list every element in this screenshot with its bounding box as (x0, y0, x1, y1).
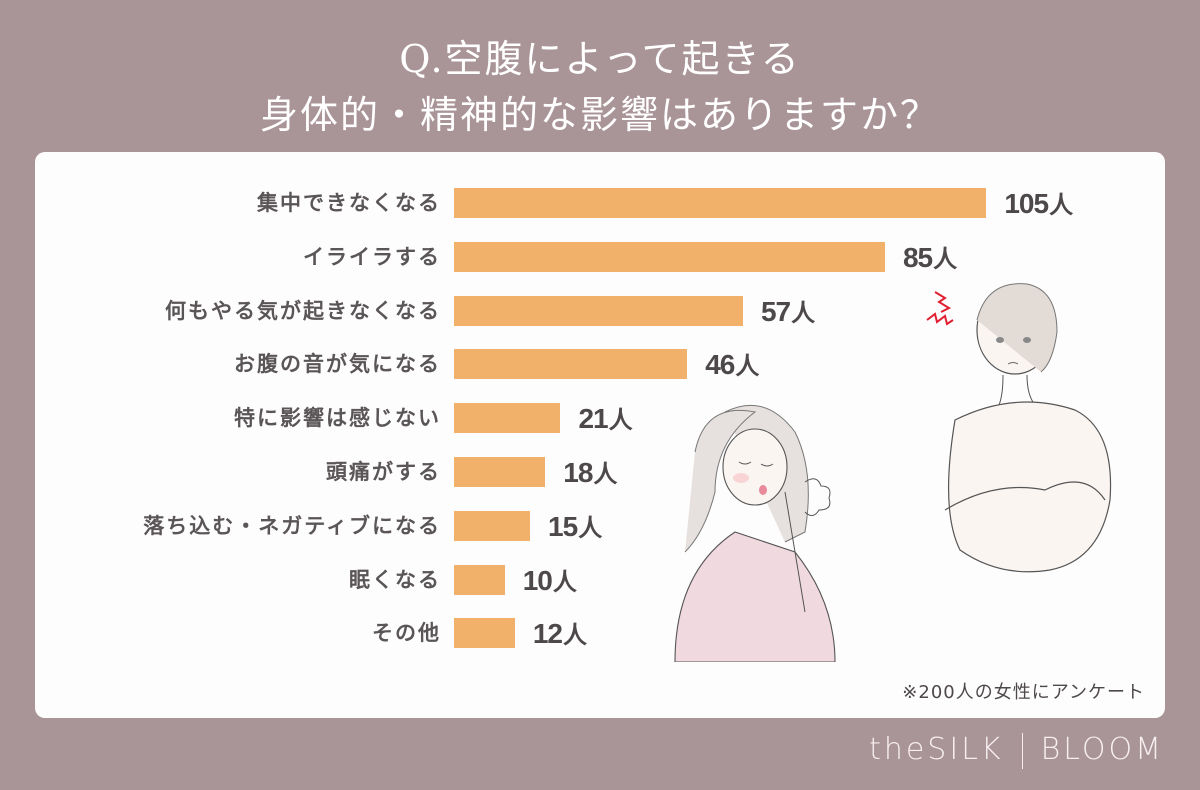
value-number: 85 (902, 241, 933, 273)
value-unit: 人 (552, 567, 577, 596)
bar-label: その他 (372, 621, 441, 646)
value-unit: 人 (578, 513, 602, 542)
value-unit: 人 (735, 352, 759, 381)
bar-row: 落ち込む・ネガティブになる 15人 (35, 509, 1165, 543)
bar-label: お腹の音が気になる (234, 352, 441, 377)
bar-value: 57人 (760, 294, 815, 328)
value-unit: 人 (791, 298, 815, 327)
bar-label: イライラする (303, 244, 441, 269)
value-unit: 人 (562, 621, 587, 650)
survey-note: ※200人の女性にアンケート (902, 682, 1145, 703)
bar (454, 564, 505, 595)
bar-row: 頭痛がする 18人 (35, 455, 1165, 489)
value-unit: 人 (1049, 191, 1073, 219)
bar-value: 85人 (902, 240, 957, 274)
bar-label: 特に影響は感じない (234, 406, 441, 431)
value-number: 12 (532, 618, 563, 650)
bar (454, 457, 546, 487)
chart-card: 集中できなくなる 105人 イライラする 85人 何もやる気が起きなくなる 57人 お腹の音… (35, 152, 1165, 718)
bar-value: 105人 (1004, 186, 1073, 220)
bar-row: お腹の音が気になる 46人 (35, 347, 1165, 381)
chart-title-line2: 身体的・精神的な影響はありますか？ (259, 93, 940, 137)
bar-row: 何もやる気が起きなくなる 57人 (35, 294, 1165, 328)
bar-label: 集中できなくなる (257, 191, 441, 215)
bar-value: 12人 (532, 616, 587, 650)
bar-value: 46人 (705, 347, 759, 381)
value-number: 57 (760, 295, 791, 327)
bar (454, 241, 885, 272)
bar-value: 21人 (578, 401, 633, 435)
bar-label: 何もやる気が起きなくなる (165, 298, 441, 323)
value-unit: 人 (593, 460, 617, 488)
brand-left: theSILK (869, 732, 1004, 767)
bar-value: 18人 (563, 455, 617, 489)
value-number: 18 (563, 457, 593, 488)
irritated-woman-illustration (926, 283, 1112, 573)
tired-woman-illustration (674, 404, 836, 662)
bar-row: 眠くなる 10人 (35, 563, 1165, 597)
bar-label: 落ち込む・ネガティブになる (143, 513, 441, 538)
value-unit: 人 (933, 244, 957, 273)
brand-divider (1021, 732, 1023, 769)
bar-label: 頭痛がする (326, 460, 441, 484)
bar (454, 510, 531, 541)
bar (454, 618, 515, 649)
bar-label: 眠くなる (349, 567, 441, 592)
value-number: 10 (522, 564, 553, 596)
brand-right: BLOOM (1040, 732, 1164, 767)
value-number: 46 (705, 349, 735, 381)
bar-row: 集中できなくなる 105人 (35, 186, 1165, 220)
value-number: 105 (1004, 188, 1049, 219)
bar (454, 349, 688, 380)
bar-row: その他 12人 (35, 616, 1165, 650)
bar-row: 特に影響は感じない 21人 (35, 401, 1165, 435)
bar-value: 10人 (522, 563, 577, 597)
bar (454, 295, 743, 326)
chart-title-line1: Q.空腹によって起きる (399, 37, 801, 81)
value-number: 15 (548, 510, 578, 542)
value-unit: 人 (608, 406, 633, 435)
bar (454, 188, 987, 218)
brand-logo: theSILK BLOOM (869, 732, 1164, 769)
value-number: 21 (578, 403, 608, 435)
bar-row: イライラする 85人 (35, 240, 1165, 274)
bar (454, 403, 561, 434)
bar-value: 15人 (548, 509, 602, 543)
